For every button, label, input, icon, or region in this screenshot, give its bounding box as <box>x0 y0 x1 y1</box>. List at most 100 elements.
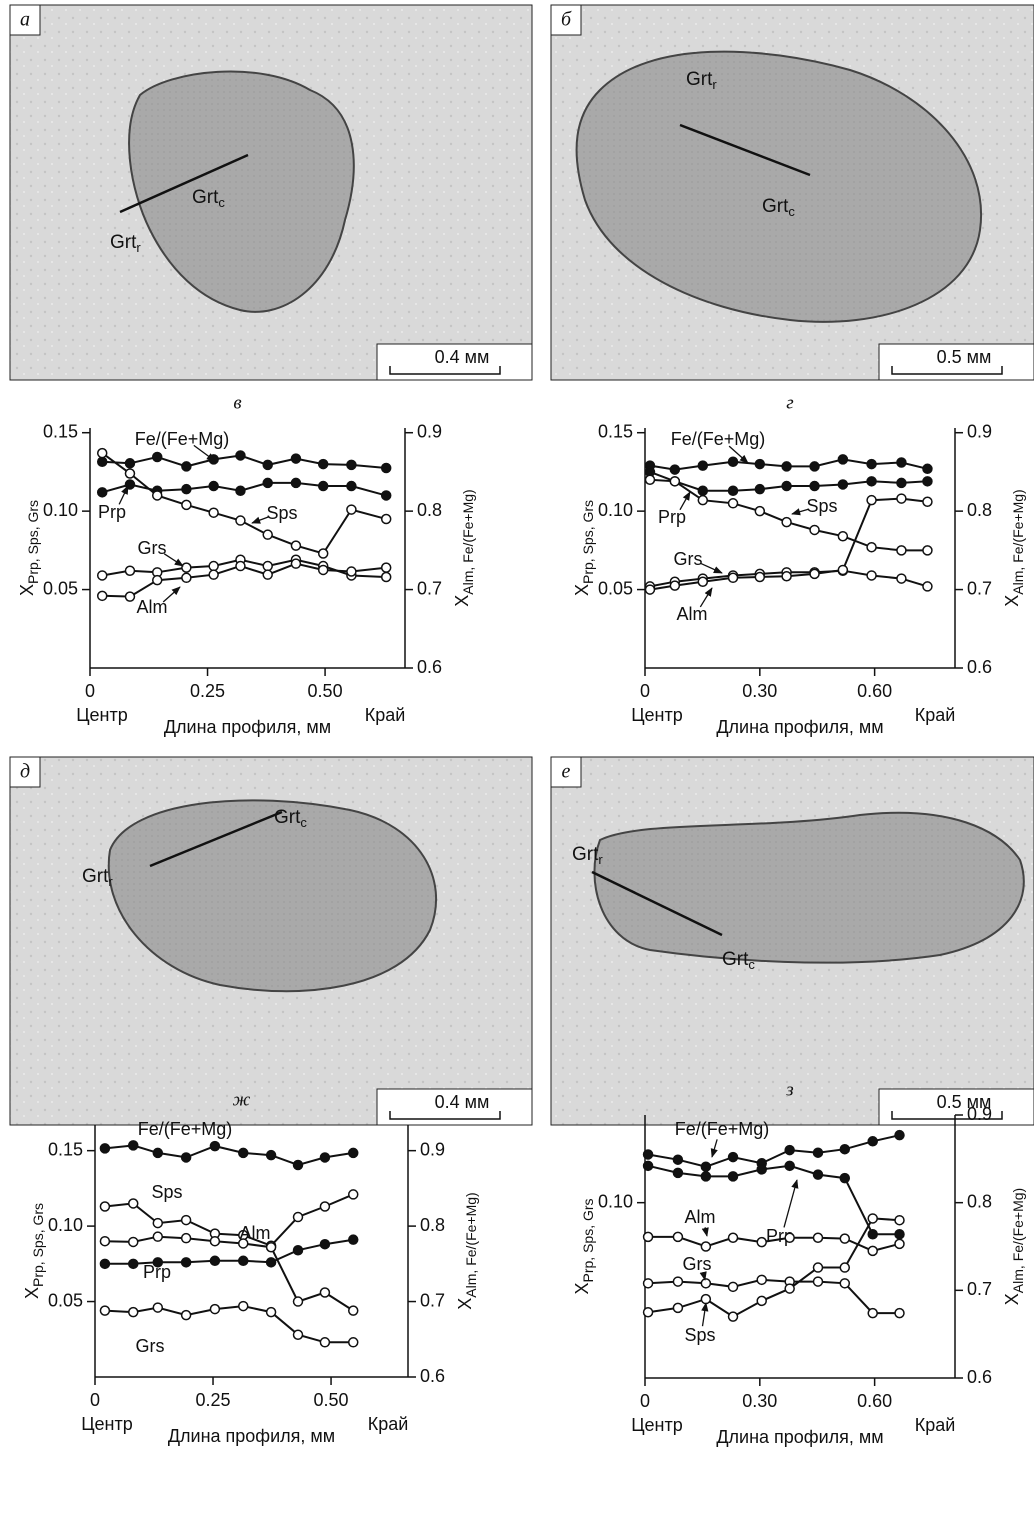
data-point <box>809 568 820 580</box>
data-point <box>754 505 766 517</box>
y2-tick-label: 0.8 <box>417 500 442 520</box>
garnet-grain <box>575 50 983 323</box>
x-tick-label: 0.30 <box>742 1391 777 1411</box>
data-point <box>235 515 246 526</box>
scale-bar <box>891 366 1003 375</box>
y2-tick-label: 0.9 <box>420 1139 445 1159</box>
data-point <box>235 560 246 572</box>
data-point <box>265 1257 277 1268</box>
data-point <box>922 581 933 592</box>
data-point <box>208 560 219 572</box>
data-point <box>317 458 329 470</box>
data-point <box>781 570 792 582</box>
photo-label: Grtr <box>82 866 113 889</box>
chart: в 0.05 0.10 0.15 0.6 0.7 0.8 0.9 0 0.25 0.50 Центр К… <box>17 392 476 736</box>
scale-bar <box>389 366 501 375</box>
data-point <box>784 1283 795 1294</box>
x-tick-label: 0.50 <box>314 1390 349 1410</box>
data-point <box>127 1236 139 1248</box>
data-point <box>292 1329 304 1340</box>
label-arrow <box>701 1227 709 1237</box>
data-point <box>642 1160 654 1172</box>
data-point <box>867 1213 878 1224</box>
data-point <box>262 459 273 471</box>
data-point <box>922 476 933 487</box>
data-point <box>347 1189 359 1200</box>
data-point <box>781 461 792 472</box>
photo-label-sub: r <box>136 240 141 255</box>
data-point <box>152 1302 164 1313</box>
series-label: Sps <box>806 496 837 516</box>
series-label: Alm <box>137 597 168 617</box>
y2-axis-title: XAlm, Fe/(Fe+Mg) <box>455 1192 479 1309</box>
data-point <box>319 1152 331 1163</box>
data-point <box>235 485 246 496</box>
photo-label-sub: r <box>712 77 717 92</box>
series-label: Prp <box>98 502 126 522</box>
data-point <box>181 562 192 573</box>
series-line <box>647 1217 900 1318</box>
x-tick-label: 0 <box>640 1391 650 1411</box>
x-label-start: Центр <box>631 705 683 725</box>
data-point <box>894 1214 905 1226</box>
label-arrow <box>162 586 181 603</box>
photo-label-sub: c <box>788 204 795 219</box>
photo-label: Grtc <box>274 807 307 830</box>
data-point <box>380 571 392 583</box>
data-point <box>208 480 219 492</box>
y2-tick-label: 0.8 <box>967 1191 992 1211</box>
data-point <box>784 1160 795 1172</box>
scale-label: 0.5 мм <box>937 347 992 367</box>
data-point <box>262 477 273 489</box>
data-point <box>346 459 357 471</box>
x-tick-label: 0 <box>85 681 95 701</box>
series-line <box>104 1235 354 1312</box>
data-point <box>866 458 877 470</box>
y-tick-label: 0.05 <box>598 578 633 598</box>
y-axis-title-main: X <box>22 1287 42 1299</box>
series-line <box>647 1134 900 1168</box>
photo-label: Grtr <box>686 69 717 92</box>
profile-line <box>149 810 283 868</box>
data-point <box>99 1305 111 1316</box>
y2-axis-title-main: X <box>455 1298 475 1310</box>
data-point <box>180 1309 192 1321</box>
data-point <box>642 1307 654 1318</box>
label-arrow <box>783 1179 799 1228</box>
data-point <box>151 451 163 463</box>
data-point <box>784 1232 795 1243</box>
data-point <box>96 447 108 459</box>
x-axis-title: Длина профиля, мм <box>716 1427 883 1447</box>
data-point <box>756 1274 767 1286</box>
photo-label-main: Grt <box>274 807 301 828</box>
data-point <box>380 562 392 573</box>
y2-tick-label: 0.9 <box>967 1104 992 1124</box>
data-point <box>866 541 877 553</box>
y-axis-title: XPrp, Sps, Grs <box>17 500 41 596</box>
data-point <box>99 1235 111 1247</box>
photo-label-sub: r <box>598 852 603 867</box>
data-point <box>896 477 907 489</box>
data-point <box>837 530 849 542</box>
data-point <box>99 1143 111 1154</box>
scale-label: 0.4 мм <box>435 1092 490 1112</box>
data-point <box>727 572 739 584</box>
data-point <box>700 1278 712 1289</box>
data-point <box>727 1311 739 1322</box>
data-point <box>124 458 136 469</box>
photo-label-main: Grt <box>82 866 109 887</box>
data-point <box>922 545 933 556</box>
x-label-end: Край <box>915 705 956 725</box>
data-point <box>319 1201 331 1212</box>
panel-letter: а <box>20 9 30 31</box>
x-tick-label: 0.50 <box>308 681 343 701</box>
data-point <box>124 591 136 602</box>
y-axis-title-main: X <box>572 584 592 596</box>
panel-letter-box <box>9 756 41 788</box>
data-point <box>347 1337 359 1348</box>
chart: ж 0.05 0.10 0.15 0.6 0.7 0.8 0.9 0 0.25 0.50 Центр К… <box>22 1089 479 1445</box>
x-label-end: Край <box>915 1415 956 1435</box>
